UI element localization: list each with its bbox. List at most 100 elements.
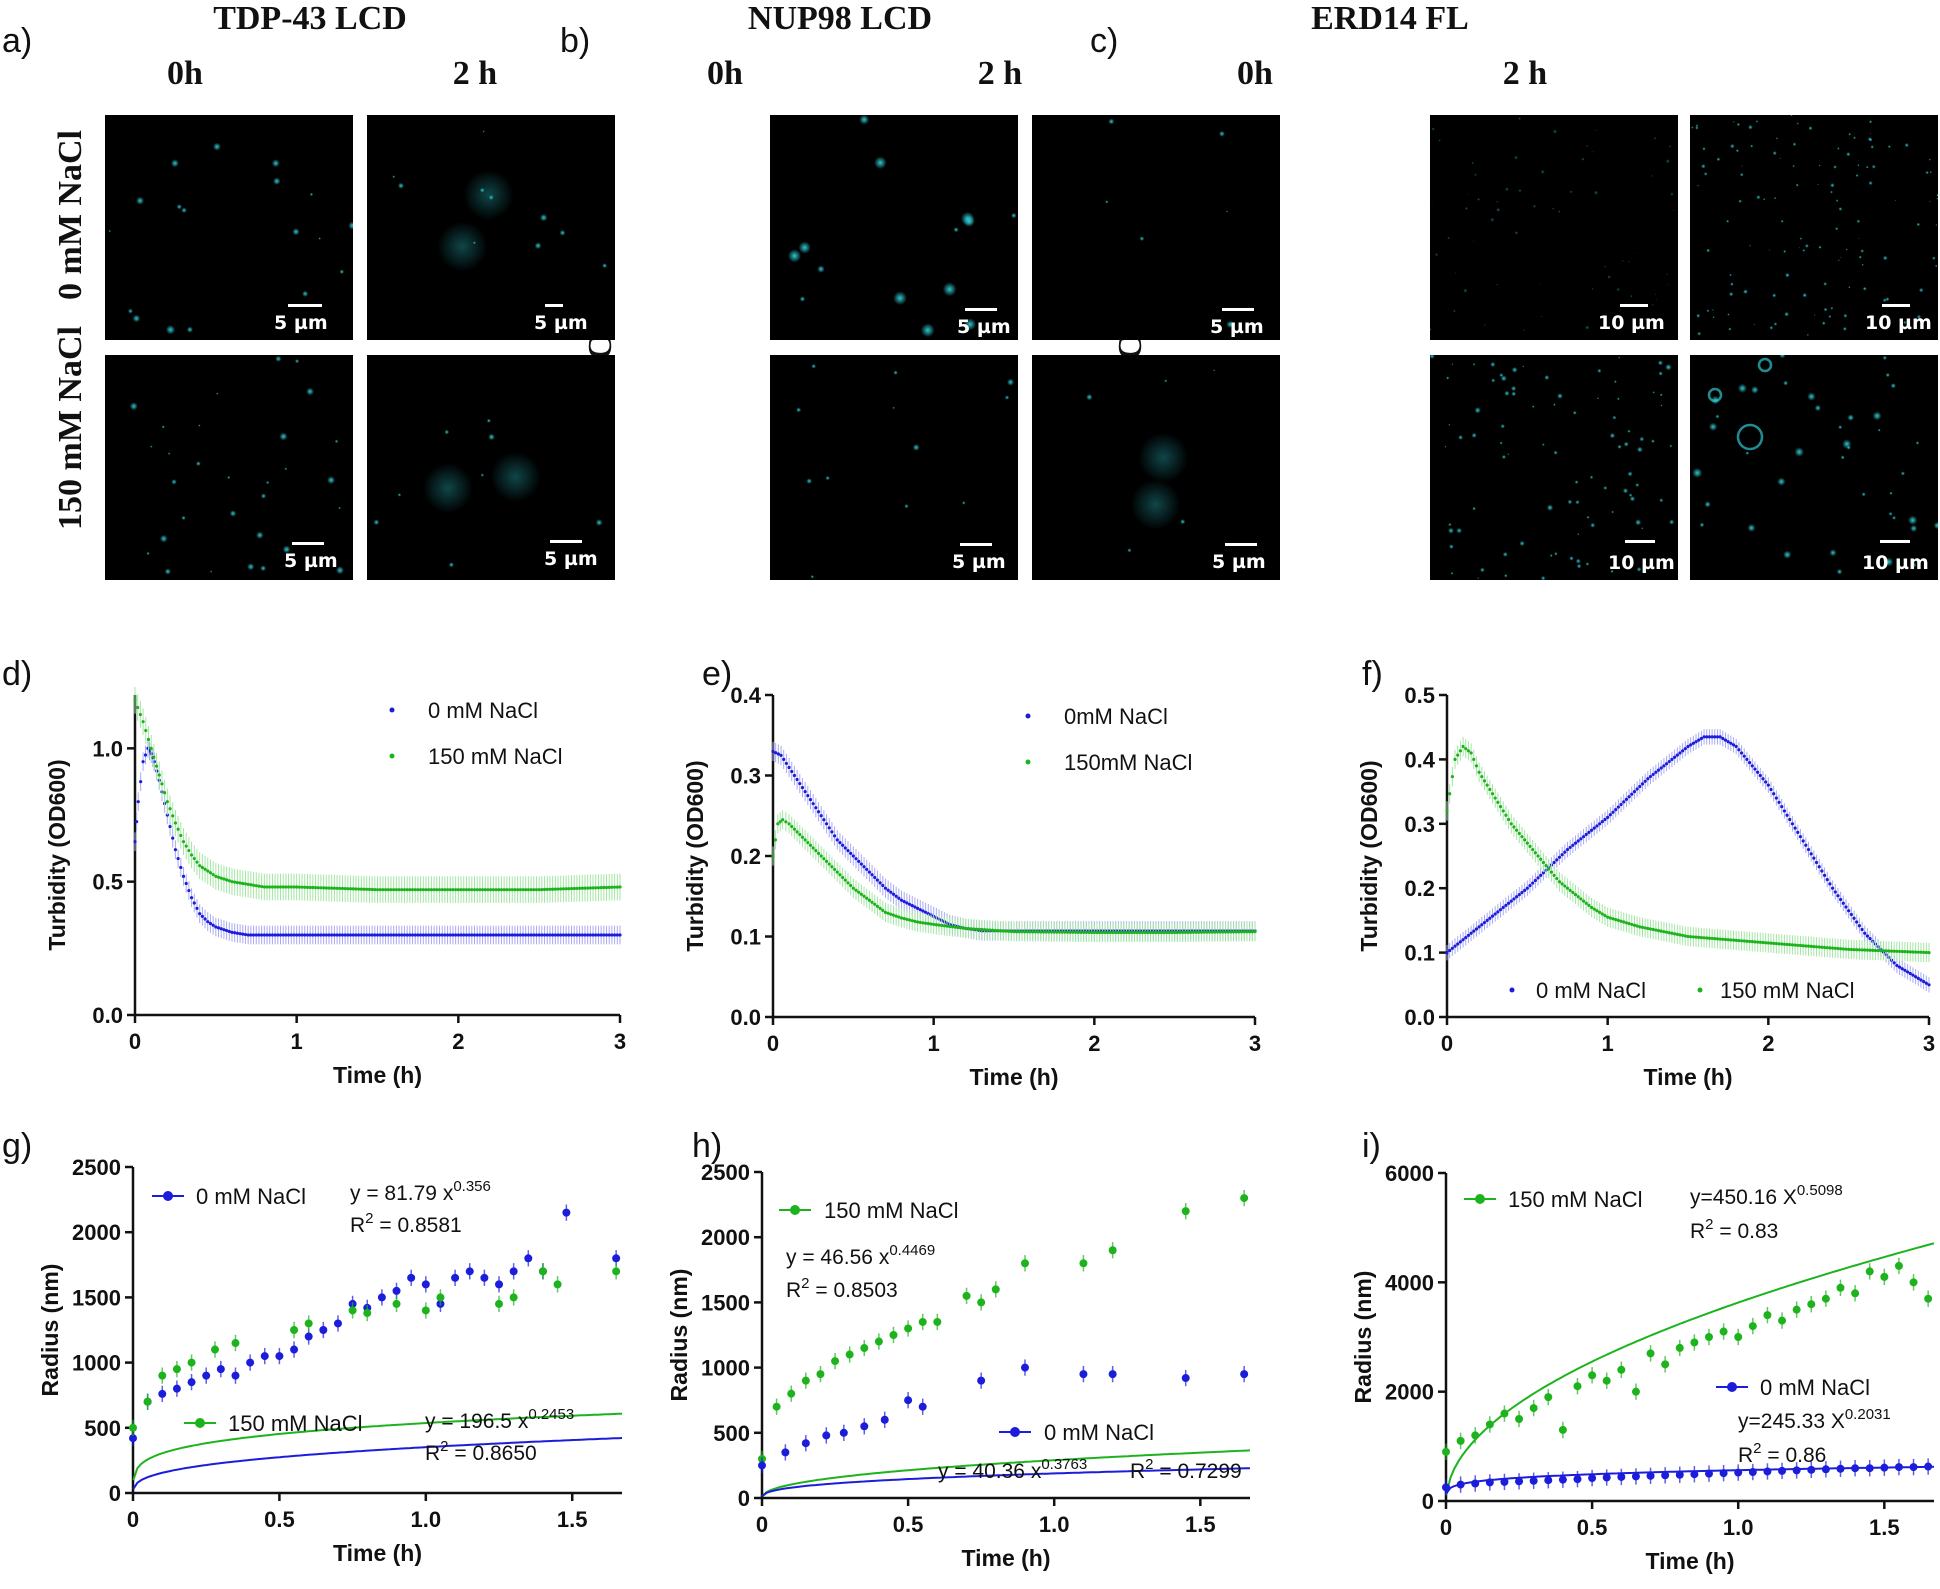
droplet — [327, 476, 336, 485]
data-point — [913, 905, 917, 909]
droplet — [127, 308, 133, 314]
droplet — [1490, 361, 1496, 368]
data-point — [1617, 1472, 1626, 1481]
data-point — [295, 885, 299, 889]
droplet — [1847, 414, 1855, 421]
droplet — [1858, 237, 1860, 239]
data-point — [929, 922, 933, 926]
droplet — [1868, 180, 1873, 186]
data-point — [889, 890, 893, 894]
droplet — [1908, 515, 1918, 525]
droplet — [1932, 256, 1936, 260]
data-point — [806, 794, 810, 798]
data-point — [235, 931, 239, 935]
droplet — [1794, 447, 1804, 457]
data-point — [1792, 1305, 1801, 1314]
data-point — [867, 898, 872, 902]
data-point — [518, 933, 522, 937]
droplet — [1471, 432, 1477, 438]
data-point — [891, 913, 896, 917]
data-point — [567, 887, 571, 891]
droplet — [1903, 320, 1907, 324]
droplet — [181, 515, 186, 521]
y-axis-label: Turbidity (OD600) — [44, 759, 70, 950]
data-point — [499, 933, 504, 937]
droplet — [479, 187, 485, 193]
data-point — [300, 885, 304, 889]
droplet — [1888, 511, 1893, 516]
data-point — [843, 846, 847, 850]
data-point — [561, 933, 566, 937]
droplet — [176, 204, 182, 210]
data-point — [378, 933, 382, 937]
data-point — [827, 826, 831, 830]
data-point — [832, 834, 837, 838]
data-point — [410, 933, 415, 937]
data-point — [389, 888, 393, 892]
data-point — [179, 865, 183, 870]
data-point — [297, 933, 301, 937]
droplet — [1130, 479, 1181, 530]
data-point — [206, 920, 210, 924]
data-point — [607, 933, 611, 937]
data-point — [849, 883, 853, 888]
data-point — [278, 933, 283, 937]
data-point — [354, 887, 358, 891]
droplet — [1673, 209, 1675, 212]
droplet — [1784, 311, 1789, 317]
droplet — [1553, 403, 1556, 407]
droplet — [1627, 471, 1633, 477]
data-point — [889, 912, 893, 916]
droplet — [1735, 149, 1740, 153]
data-point — [1748, 1468, 1757, 1477]
data-point — [378, 888, 382, 892]
data-point — [875, 904, 880, 908]
droplet — [1870, 145, 1874, 149]
data-point — [851, 886, 855, 890]
droplet — [1712, 316, 1715, 319]
droplet — [1695, 124, 1699, 128]
droplet — [198, 424, 201, 427]
legend-marker — [389, 753, 395, 759]
data-point — [235, 880, 239, 885]
data-point — [308, 933, 312, 937]
data-point — [416, 933, 420, 937]
data-point — [790, 769, 794, 774]
droplet — [1802, 249, 1806, 252]
droplet — [463, 169, 514, 220]
data-point — [1924, 1462, 1933, 1471]
data-point — [859, 862, 863, 866]
data-point — [146, 737, 151, 742]
data-point — [854, 888, 858, 892]
droplet — [1918, 287, 1924, 293]
x-tick-label: 0.5 — [1577, 1515, 1608, 1540]
scale-bar — [288, 304, 322, 307]
data-point — [1617, 1365, 1626, 1374]
droplet — [1728, 291, 1734, 297]
data-point — [551, 933, 555, 937]
droplet — [1877, 428, 1881, 432]
data-point — [950, 925, 955, 929]
data-point — [577, 933, 582, 937]
data-point — [830, 865, 834, 869]
data-point — [187, 848, 191, 853]
droplet — [1604, 265, 1607, 268]
data-point — [478, 933, 482, 937]
data-point — [251, 933, 256, 937]
droplet — [1840, 455, 1845, 460]
droplet — [1434, 253, 1439, 257]
data-point — [559, 887, 563, 891]
data-point — [591, 933, 595, 937]
droplet — [1882, 255, 1888, 261]
droplet — [1086, 393, 1093, 401]
droplet — [444, 429, 450, 435]
droplet — [1871, 164, 1876, 169]
data-point — [862, 894, 866, 898]
data-point — [824, 822, 829, 826]
droplet — [1756, 195, 1761, 200]
data-point — [779, 753, 783, 757]
droplet — [472, 241, 476, 245]
time-label-c-0h: 0h — [1237, 55, 1273, 92]
droplet — [1741, 165, 1743, 167]
droplet — [488, 194, 494, 201]
